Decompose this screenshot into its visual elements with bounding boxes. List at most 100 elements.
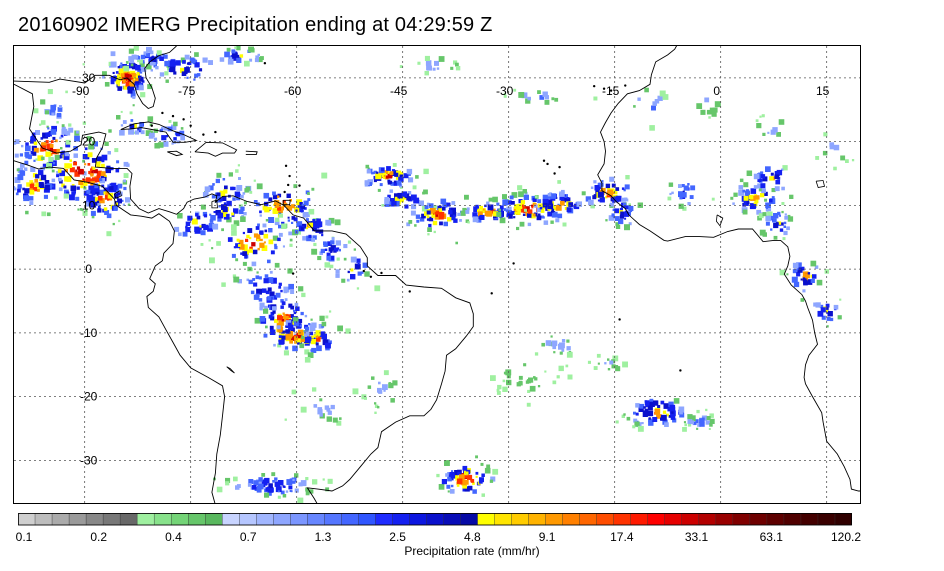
precip-cell — [614, 191, 618, 195]
colorbar-tick-label: 0.2 — [90, 530, 108, 544]
precip-cell — [34, 178, 39, 183]
precip-cell — [56, 171, 62, 177]
precip-cell — [541, 342, 545, 347]
precip-cell — [301, 203, 304, 207]
precip-cell — [334, 219, 341, 226]
precip-cell — [63, 193, 69, 199]
precip-cell — [544, 95, 549, 100]
precip-cell — [634, 421, 640, 427]
precip-cell — [101, 75, 105, 79]
precip-cell — [307, 336, 312, 341]
precip-cell — [822, 150, 828, 156]
precip-cell — [316, 337, 321, 342]
precip-cell — [113, 206, 118, 211]
precip-cell — [278, 282, 282, 286]
precip-cell — [765, 221, 770, 226]
precip-cell — [278, 480, 284, 486]
precip-cell — [202, 192, 209, 198]
precip-cell — [472, 482, 475, 485]
precip-cell — [99, 198, 105, 204]
precip-cell — [304, 207, 307, 210]
precip-cell — [268, 206, 272, 210]
precip-cell — [687, 419, 693, 424]
island-dot — [542, 159, 546, 162]
precip-cell — [256, 236, 261, 241]
precip-cell — [325, 315, 329, 319]
precip-cell — [268, 197, 273, 202]
precip-cell — [104, 210, 110, 215]
coastline — [120, 121, 198, 143]
latitude-label: 20 — [82, 135, 96, 149]
precip-cell — [534, 377, 538, 381]
precip-cell — [778, 119, 785, 125]
precip-cell — [277, 343, 282, 348]
precip-cell — [264, 477, 270, 484]
precip-cell — [381, 204, 385, 207]
precip-cell — [110, 76, 116, 82]
precip-cell — [566, 346, 571, 351]
precip-cell — [140, 54, 146, 60]
precip-cell — [681, 192, 687, 198]
precip-cell — [653, 400, 659, 406]
precip-cell — [278, 320, 284, 326]
precip-cell — [39, 178, 42, 182]
island-dot — [546, 162, 549, 166]
precip-cell — [352, 388, 359, 395]
precip-cell — [181, 71, 187, 76]
precipitation-map[interactable]: -90 -75 -60 -45 -30 -15 0 15 30 20 10 0 -10 -20 -30 — [13, 45, 861, 504]
precip-cell — [238, 244, 241, 247]
precip-cell — [63, 154, 70, 160]
precip-cell — [307, 192, 310, 195]
precip-cell — [637, 97, 641, 101]
precip-cell — [532, 197, 537, 202]
precip-cell — [52, 136, 56, 140]
precip-cell — [628, 205, 634, 211]
precip-cell — [338, 248, 341, 252]
precip-cell — [223, 189, 228, 194]
precip-cell — [635, 403, 640, 408]
precip-cell — [624, 217, 627, 220]
precip-cell — [356, 287, 360, 290]
precip-cell — [109, 186, 114, 191]
precip-cell — [40, 174, 47, 181]
precip-cell — [184, 54, 190, 60]
precip-cell — [645, 404, 649, 408]
precip-cell — [112, 222, 115, 226]
precip-cell — [823, 132, 828, 137]
colorbar-tick-label: 0.1 — [15, 530, 33, 544]
precip-cell — [86, 194, 93, 201]
precip-cell — [103, 191, 107, 195]
precip-cell — [127, 88, 133, 94]
precip-cell — [17, 174, 24, 181]
precip-cell — [394, 196, 399, 201]
precip-cell — [208, 185, 214, 191]
precip-cell — [503, 371, 507, 375]
precip-cell — [496, 202, 500, 206]
precip-cell — [612, 355, 619, 362]
precip-cell — [25, 142, 29, 146]
precip-cell — [350, 256, 357, 263]
precip-cell — [116, 192, 120, 196]
precip-cell — [75, 169, 78, 172]
precip-cell — [327, 478, 333, 484]
precip-cell — [274, 243, 277, 247]
precip-cell — [539, 95, 545, 100]
precip-cell — [25, 210, 29, 215]
precip-cell — [455, 66, 461, 71]
precip-cell — [374, 411, 377, 414]
precip-cell — [456, 484, 460, 487]
precip-cell — [88, 200, 95, 206]
precip-cell — [845, 159, 849, 163]
precip-cell — [150, 130, 153, 133]
precip-cell — [644, 87, 649, 93]
precip-cell — [539, 206, 543, 210]
precip-cell — [287, 331, 294, 337]
island-dot — [284, 164, 288, 168]
precip-cell — [364, 396, 367, 400]
colorbar-swatch — [698, 513, 717, 526]
precip-cell — [139, 128, 142, 131]
precip-cell — [138, 76, 144, 82]
precip-cell — [36, 188, 40, 192]
precip-cell — [451, 484, 454, 488]
precip-cell — [663, 403, 669, 409]
